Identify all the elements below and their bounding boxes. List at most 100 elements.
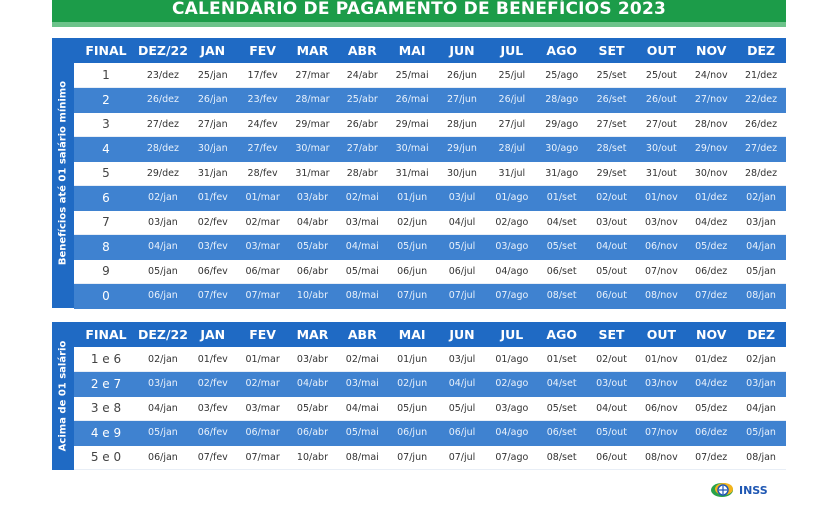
final-digit-cell: 4 [74,136,138,162]
payment-date-cell: 04/jan [736,396,786,421]
payment-date-cell: 03/ago [486,396,537,421]
table-section-above-minimum-wage: Acima de 01 salário FINAL DEZ/22 JAN FEV MAR… [52,322,786,470]
payment-date-cell: 01/mar [237,185,288,211]
payment-date-cell: 23/dez [138,63,188,88]
payment-date-cell: 04/jan [138,234,188,260]
payment-date-cell: 07/ago [486,283,537,309]
payment-date-cell: 02/ago [486,210,537,235]
payment-date-cell: 04/dez [686,210,737,235]
payment-date-cell: 03/out [586,371,637,397]
column-header-out: OUT [636,38,687,63]
payment-date-cell: 01/jun [387,185,438,211]
payment-date-cell: 04/out [586,396,637,421]
column-header-dez: DEZ [736,38,786,63]
payment-date-cell: 04/out [586,234,637,260]
table-row: 1 23/dez 25/jan 17/fev 27/mar 24/abr 25/mai 26/… [74,63,786,88]
payment-date-cell: 04/abr [287,210,338,235]
payment-date-cell: 03/fev [187,396,238,421]
column-header-mar: MAR [287,322,338,347]
column-header-dez: DEZ [736,322,786,347]
payment-date-cell: 06/abr [287,420,338,446]
column-header-set: SET [586,322,637,347]
payment-date-cell: 30/mai [387,136,438,162]
payment-date-cell: 02/fev [187,210,238,235]
payment-date-cell: 07/nov [636,420,687,446]
table-row: 1 e 6 02/jan 01/fev 01/mar 03/abr 02/mai 01/ju… [74,347,786,372]
payment-date-cell: 28/jul [486,136,537,162]
payment-date-cell: 22/dez [736,87,786,113]
payment-date-cell: 02/mai [337,347,388,372]
payment-date-cell: 31/jan [187,161,238,186]
table-row: 7 03/jan 02/fev 02/mar 04/abr 03/mai 02/jun 04/… [74,210,786,235]
inss-logo-icon [711,483,733,497]
payment-date-cell: 27/jul [486,112,537,137]
payment-date-cell: 01/dez [686,185,737,211]
payment-date-cell: 28/abr [337,161,388,186]
payment-date-cell: 30/jun [437,161,487,186]
payment-date-cell: 08/jan [736,283,786,309]
payment-date-cell: 28/dez [736,161,786,186]
payment-date-cell: 08/nov [636,283,687,309]
payment-date-cell: 29/jun [437,136,487,162]
payment-date-cell: 06/jul [437,259,487,284]
payment-date-cell: 05/jul [437,234,487,260]
payment-date-cell: 28/dez [138,136,188,162]
payment-date-cell: 02/jan [138,185,188,211]
payment-date-cell: 08/set [536,445,587,470]
column-header-jun: JUN [437,322,487,347]
payment-date-cell: 27/out [636,112,687,137]
payment-date-cell: 03/mar [237,234,288,260]
table-header-row: FINAL DEZ/22 JAN FEV MAR ABR MAI JUN JUL AGO SET OU… [74,322,786,347]
inss-logo: INSS [710,480,768,500]
payment-date-cell: 26/jul [486,87,537,113]
payment-date-cell: 05/jan [736,420,786,446]
final-digit-cell: 3 [74,112,138,137]
payment-date-cell: 25/abr [337,87,388,113]
payment-date-cell: 05/out [586,420,637,446]
payment-date-cell: 05/abr [287,396,338,421]
payment-date-cell: 06/fev [187,420,238,446]
column-header-dez22: DEZ/22 [138,322,188,347]
table-row: 3 27/dez 27/jan 24/fev 29/mar 26/abr 29/mai 28/… [74,112,786,137]
payment-date-cell: 03/jan [138,371,188,397]
payment-date-cell: 02/jan [736,347,786,372]
payment-date-cell: 07/mar [237,283,288,309]
column-header-mai: MAI [387,322,438,347]
payment-date-cell: 01/dez [686,347,737,372]
column-header-set: SET [586,38,637,63]
payment-date-cell: 02/ago [486,371,537,397]
final-digit-cell: 8 [74,234,138,260]
payment-date-cell: 04/set [536,371,587,397]
payment-date-cell: 07/nov [636,259,687,284]
column-header-jul: JUL [486,38,537,63]
payment-date-cell: 08/set [536,283,587,309]
payment-date-cell: 28/ago [536,87,587,113]
payment-date-cell: 06/mar [237,259,288,284]
payment-date-cell: 06/out [586,445,637,470]
payment-date-cell: 27/dez [138,112,188,137]
payment-date-cell: 26/jun [437,63,487,88]
column-header-jul: JUL [486,322,537,347]
payment-date-cell: 03/mar [237,396,288,421]
column-header-abr: ABR [337,38,388,63]
payment-date-cell: 05/set [536,396,587,421]
final-digit-cell: 7 [74,210,138,235]
payment-date-cell: 30/nov [686,161,737,186]
payment-date-cell: 02/jan [736,185,786,211]
payment-date-cell: 25/jul [486,63,537,88]
payment-date-cell: 26/mai [387,87,438,113]
payment-date-cell: 05/jun [387,396,438,421]
column-header-jun: JUN [437,38,487,63]
column-header-nov: NOV [686,322,737,347]
payment-date-cell: 02/mar [237,210,288,235]
table-row: 4 e 9 05/jan 06/fev 06/mar 06/abr 05/mai 06/ju… [74,420,786,446]
payment-date-cell: 08/jan [736,445,786,470]
payment-date-cell: 26/set [586,87,637,113]
table-header-row: FINAL DEZ/22 JAN FEV MAR ABR MAI JUN JUL AGO SET OU… [74,38,786,63]
payment-date-cell: 26/dez [138,87,188,113]
payment-date-cell: 06/mar [237,420,288,446]
payment-date-cell: 02/jun [387,210,438,235]
payment-date-cell: 24/fev [237,112,288,137]
table-row: 0 06/jan 07/fev 07/mar 10/abr 08/mai 07/jun 07/… [74,283,786,309]
payment-date-cell: 07/jul [437,283,487,309]
